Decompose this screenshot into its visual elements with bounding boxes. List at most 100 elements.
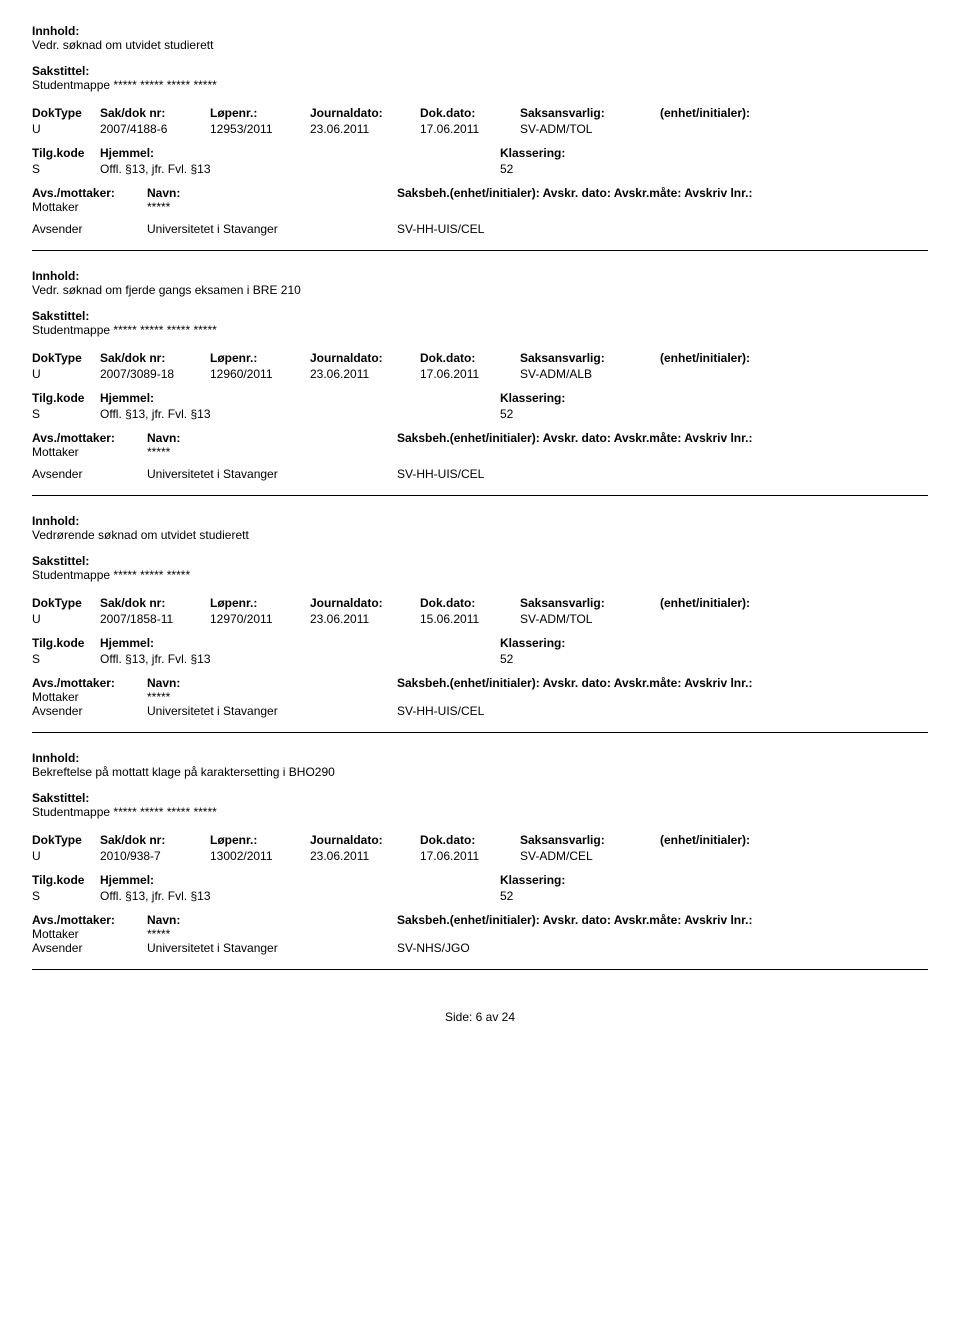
enhet-value: [660, 849, 810, 863]
mottaker-navn: *****: [147, 927, 397, 941]
saksbeh-unit: SV-HH-UIS/CEL: [397, 704, 928, 718]
klassering-header: Klassering:: [500, 873, 700, 887]
mottaker-navn: *****: [147, 690, 397, 704]
tilgkode-header: Tilg.kode: [32, 873, 100, 887]
tilgkode-header: Tilg.kode: [32, 146, 100, 160]
avsmottaker-label: Avs./mottaker:: [32, 431, 147, 445]
mottaker-label: Mottaker: [32, 690, 147, 704]
saksansvarlig-value: SV-ADM/CEL: [520, 849, 660, 863]
innhold-label: Innhold:: [32, 514, 928, 528]
mottaker-label: Mottaker: [32, 927, 147, 941]
ddato-header: Dok.dato:: [420, 596, 520, 610]
sakdok-header: Sak/dok nr:: [100, 106, 210, 120]
sakdok-value: 2007/1858-11: [100, 612, 210, 626]
klassering-header: Klassering:: [500, 636, 700, 650]
enhet-header: (enhet/initialer):: [660, 833, 810, 847]
tilg-values: SOffl. §13, jfr. Fvl. §1352: [32, 652, 928, 666]
mottaker-label: Mottaker: [32, 200, 147, 214]
tilg-header: Tilg.kodeHjemmel:Klassering:: [32, 636, 928, 650]
tilgkode-header: Tilg.kode: [32, 636, 100, 650]
journal-record: Innhold:Bekreftelse på mottatt klage på …: [32, 751, 928, 955]
columns-header: DokTypeSak/dok nr:Løpenr.:Journaldato:Do…: [32, 351, 928, 365]
avsender-navn: Universitetet i Stavanger: [147, 467, 397, 481]
sakdok-value: 2007/4188-6: [100, 122, 210, 136]
tilg-header: Tilg.kodeHjemmel:Klassering:: [32, 391, 928, 405]
doktype-header: DokType: [32, 351, 100, 365]
avsender-label: Avsender: [32, 467, 147, 481]
lopenr-header: Løpenr.:: [210, 596, 310, 610]
mottaker-row: Mottaker*****: [32, 927, 928, 941]
avsender-navn: Universitetet i Stavanger: [147, 704, 397, 718]
sakdok-header: Sak/dok nr:: [100, 351, 210, 365]
saksansvarlig-header: Saksansvarlig:: [520, 106, 660, 120]
jdato-header: Journaldato:: [310, 106, 420, 120]
ddato-value: 17.06.2011: [420, 849, 520, 863]
avsender-row: AvsenderUniversitetet i StavangerSV-HH-U…: [32, 467, 928, 481]
hjemmel-header: Hjemmel:: [100, 873, 500, 887]
ddato-value: 15.06.2011: [420, 612, 520, 626]
saksbeh-unit: SV-NHS/JGO: [397, 941, 928, 955]
saksansvarlig-value: SV-ADM/ALB: [520, 367, 660, 381]
innhold-value: Bekreftelse på mottatt klage på karakter…: [32, 765, 928, 779]
avsender-row: AvsenderUniversitetet i StavangerSV-HH-U…: [32, 704, 928, 718]
saksansvarlig-header: Saksansvarlig:: [520, 833, 660, 847]
saksbeh-header: Saksbeh.(enhet/initialer): Avskr. dato: …: [397, 913, 928, 927]
saksansvarlig-header: Saksansvarlig:: [520, 596, 660, 610]
enhet-value: [660, 122, 810, 136]
avsmottaker-header: Avs./mottaker:Navn:Saksbeh.(enhet/initia…: [32, 913, 928, 927]
jdato-value: 23.06.2011: [310, 849, 420, 863]
hjemmel-header: Hjemmel:: [100, 146, 500, 160]
jdato-value: 23.06.2011: [310, 612, 420, 626]
record-divider: [32, 732, 928, 733]
ddato-header: Dok.dato:: [420, 106, 520, 120]
tilg-values: SOffl. §13, jfr. Fvl. §1352: [32, 407, 928, 421]
avsender-navn: Universitetet i Stavanger: [147, 941, 397, 955]
tilgkode-header: Tilg.kode: [32, 391, 100, 405]
enhet-header: (enhet/initialer):: [660, 351, 810, 365]
lopenr-header: Løpenr.:: [210, 106, 310, 120]
avsmottaker-label: Avs./mottaker:: [32, 913, 147, 927]
mottaker-label: Mottaker: [32, 445, 147, 459]
enhet-value: [660, 367, 810, 381]
avsender-navn: Universitetet i Stavanger: [147, 222, 397, 236]
columns-values: U2007/3089-1812960/201123.06.201117.06.2…: [32, 367, 928, 381]
saksbeh-header: Saksbeh.(enhet/initialer): Avskr. dato: …: [397, 186, 928, 200]
sakstittel-value: Studentmappe ***** ***** ***** *****: [32, 805, 928, 819]
avsmottaker-label: Avs./mottaker:: [32, 186, 147, 200]
enhet-header: (enhet/initialer):: [660, 106, 810, 120]
innhold-value: Vedr. søknad om fjerde gangs eksamen i B…: [32, 283, 928, 297]
saksbeh-unit: SV-HH-UIS/CEL: [397, 222, 928, 236]
hjemmel-header: Hjemmel:: [100, 391, 500, 405]
ddato-header: Dok.dato:: [420, 833, 520, 847]
saksbeh-unit: SV-HH-UIS/CEL: [397, 467, 928, 481]
klassering-header: Klassering:: [500, 146, 700, 160]
lopenr-header: Løpenr.:: [210, 351, 310, 365]
jdato-value: 23.06.2011: [310, 367, 420, 381]
doktype-header: DokType: [32, 106, 100, 120]
avsender-label: Avsender: [32, 941, 147, 955]
saksansvarlig-value: SV-ADM/TOL: [520, 612, 660, 626]
ddato-value: 17.06.2011: [420, 367, 520, 381]
navn-label: Navn:: [147, 431, 397, 445]
saksbeh-header: Saksbeh.(enhet/initialer): Avskr. dato: …: [397, 676, 928, 690]
innhold-value: Vedrørende søknad om utvidet studierett: [32, 528, 928, 542]
klassering-value: 52: [500, 652, 700, 666]
tilg-header: Tilg.kodeHjemmel:Klassering:: [32, 873, 928, 887]
ddato-value: 17.06.2011: [420, 122, 520, 136]
columns-header: DokTypeSak/dok nr:Løpenr.:Journaldato:Do…: [32, 596, 928, 610]
doktype-header: DokType: [32, 833, 100, 847]
hjemmel-value: Offl. §13, jfr. Fvl. §13: [100, 407, 500, 421]
record-divider: [32, 250, 928, 251]
innhold-label: Innhold:: [32, 269, 928, 283]
sakstittel-value: Studentmappe ***** ***** ***** *****: [32, 78, 928, 92]
avsmottaker-header: Avs./mottaker:Navn:Saksbeh.(enhet/initia…: [32, 676, 928, 690]
enhet-header: (enhet/initialer):: [660, 596, 810, 610]
navn-label: Navn:: [147, 186, 397, 200]
enhet-value: [660, 612, 810, 626]
saksbeh-header: Saksbeh.(enhet/initialer): Avskr. dato: …: [397, 431, 928, 445]
sakdok-value: 2007/3089-18: [100, 367, 210, 381]
avsender-row: AvsenderUniversitetet i StavangerSV-HH-U…: [32, 222, 928, 236]
jdato-value: 23.06.2011: [310, 122, 420, 136]
lopenr-header: Løpenr.:: [210, 833, 310, 847]
avsender-row: AvsenderUniversitetet i StavangerSV-NHS/…: [32, 941, 928, 955]
